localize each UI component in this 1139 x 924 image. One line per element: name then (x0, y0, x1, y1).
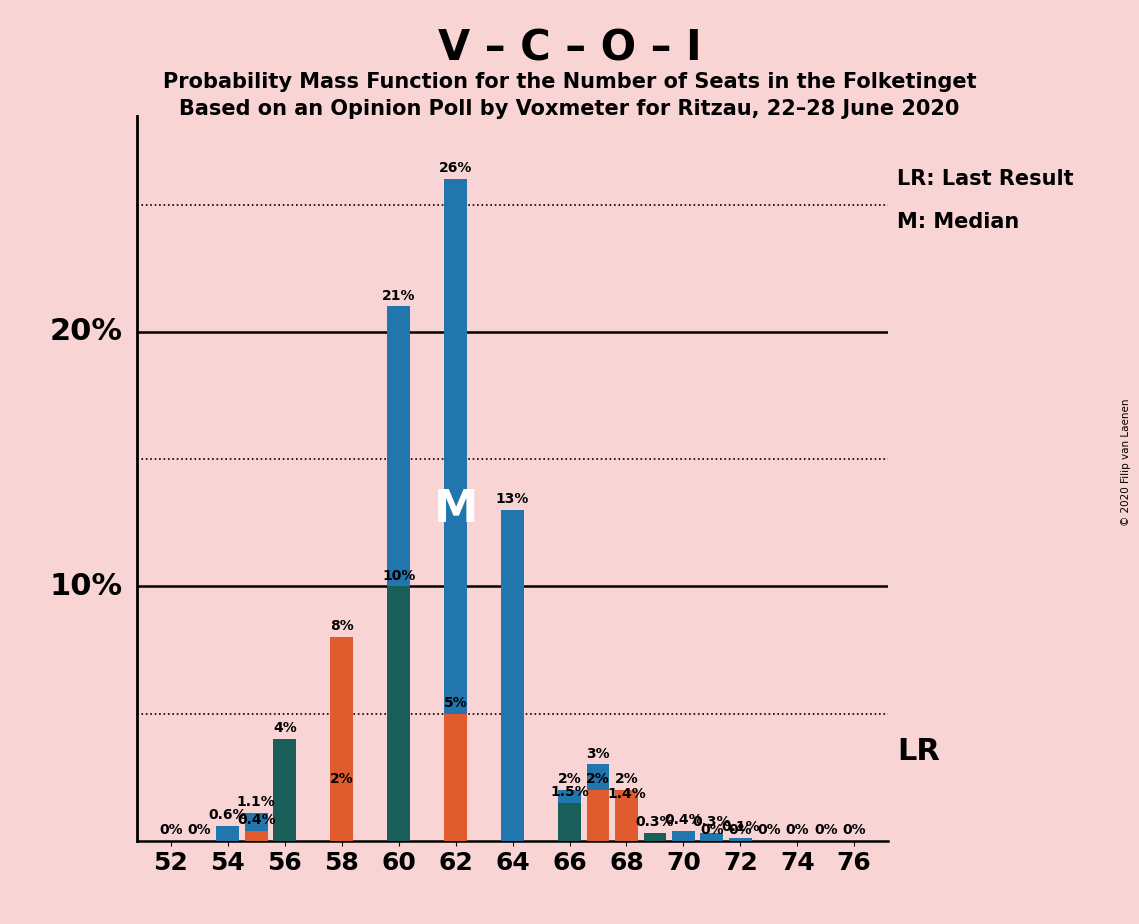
Text: Based on an Opinion Poll by Voxmeter for Ritzau, 22–28 June 2020: Based on an Opinion Poll by Voxmeter for… (179, 99, 960, 119)
Text: 26%: 26% (439, 162, 473, 176)
Bar (387, 307, 410, 841)
Text: 4%: 4% (273, 722, 296, 736)
Text: V – C – O – I: V – C – O – I (437, 28, 702, 69)
Text: LR: Last Result: LR: Last Result (896, 169, 1074, 189)
Bar (444, 713, 467, 841)
Text: 1.1%: 1.1% (237, 795, 276, 809)
Bar (273, 739, 296, 841)
Bar (558, 803, 581, 841)
Text: 10%: 10% (49, 572, 122, 601)
Text: © 2020 Filip van Laenen: © 2020 Filip van Laenen (1121, 398, 1131, 526)
Text: 8%: 8% (330, 619, 353, 634)
Text: 1.4%: 1.4% (607, 787, 646, 801)
Text: LR: LR (896, 737, 940, 766)
Text: 0%: 0% (729, 823, 752, 837)
Bar (558, 790, 581, 841)
Text: 2%: 2% (587, 772, 609, 786)
Bar (729, 838, 752, 841)
Bar (216, 825, 239, 841)
Text: 0%: 0% (757, 823, 780, 837)
Text: 0%: 0% (188, 823, 211, 837)
Text: 13%: 13% (495, 492, 530, 506)
Text: 2%: 2% (558, 772, 581, 786)
Text: 21%: 21% (382, 288, 416, 302)
Text: 0.4%: 0.4% (664, 813, 703, 827)
Text: 0%: 0% (843, 823, 866, 837)
Bar (330, 790, 353, 841)
Text: 5%: 5% (444, 696, 467, 710)
Text: 2%: 2% (330, 772, 353, 786)
Text: 0%: 0% (814, 823, 837, 837)
Text: 0.4%: 0.4% (237, 813, 276, 827)
Bar (501, 510, 524, 841)
Text: 2%: 2% (615, 772, 638, 786)
Bar (387, 587, 410, 841)
Text: 10%: 10% (382, 568, 416, 582)
Text: 0.3%: 0.3% (636, 815, 674, 830)
Bar (245, 813, 268, 841)
Bar (615, 790, 638, 841)
Bar (587, 764, 609, 841)
Text: 20%: 20% (49, 317, 122, 346)
Text: 3%: 3% (587, 747, 609, 760)
Text: 0%: 0% (786, 823, 809, 837)
Text: M: Median: M: Median (896, 213, 1019, 233)
Bar (644, 833, 666, 841)
Text: 0%: 0% (700, 823, 723, 837)
Bar (245, 831, 268, 841)
Text: 0.6%: 0.6% (208, 808, 247, 821)
Text: 0.3%: 0.3% (693, 815, 731, 830)
Text: 1.5%: 1.5% (550, 784, 589, 799)
Text: M: M (434, 489, 477, 531)
Text: 0%: 0% (159, 823, 182, 837)
Bar (587, 790, 609, 841)
Bar (672, 831, 695, 841)
Text: 0.1%: 0.1% (721, 821, 760, 834)
Bar (615, 805, 638, 841)
Bar (330, 638, 353, 841)
Bar (700, 833, 723, 841)
Bar (444, 179, 467, 841)
Text: Probability Mass Function for the Number of Seats in the Folketinget: Probability Mass Function for the Number… (163, 72, 976, 92)
